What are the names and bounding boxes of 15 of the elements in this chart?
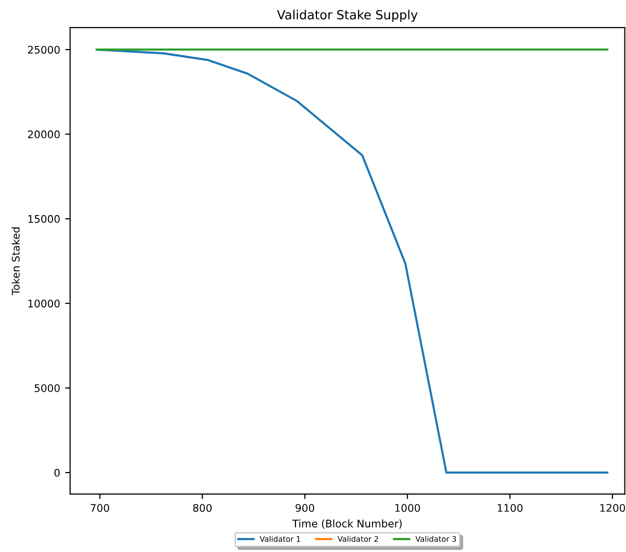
y-axis-title: Token Staked bbox=[12, 227, 20, 296]
chart-title: Validator Stake Supply bbox=[277, 10, 418, 22]
x-tick-label: 800 bbox=[193, 504, 212, 512]
x-tick-label: 1100 bbox=[498, 504, 522, 512]
x-tick-label: 900 bbox=[296, 504, 314, 512]
y-tick-label: 10000 bbox=[28, 300, 60, 308]
x-tick-label: 700 bbox=[90, 504, 110, 512]
y-tick-label: 15000 bbox=[28, 215, 60, 223]
y-tick-label: 20000 bbox=[28, 130, 60, 138]
y-tick-label: 0 bbox=[54, 468, 60, 477]
x-tick-label: 1200 bbox=[600, 504, 626, 512]
x-tick-label: 1000 bbox=[395, 504, 420, 512]
y-tick-label: 5000 bbox=[34, 384, 60, 392]
y-tick-label: 25000 bbox=[28, 46, 60, 54]
x-axis-title: Time (Block Number) bbox=[292, 519, 402, 529]
